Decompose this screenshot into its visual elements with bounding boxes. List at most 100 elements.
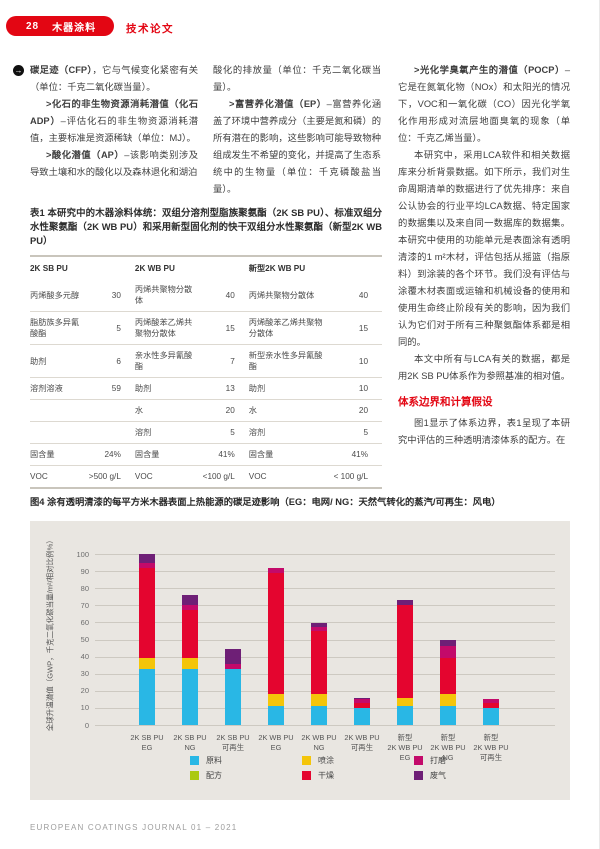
paragraph: >富营养化潜值（EP）–富营养化涵盖了环境中营养成分（主要是氮和磷）的所有潜在的… <box>213 96 381 198</box>
y-tick-label: 20 <box>80 686 89 696</box>
table-cell-value: 10 <box>333 377 382 400</box>
bar-segment-干燥 <box>182 610 198 659</box>
table-cell-value: 13 <box>202 377 249 400</box>
bar-segment-干燥 <box>440 658 456 695</box>
table-cell-name: 固含量 <box>134 443 203 466</box>
table-cell-name: 固含量 <box>30 443 89 466</box>
bar-segment-干燥 <box>397 605 413 698</box>
table-cell-name: 溶剂 <box>248 421 334 444</box>
bar-segment-喷涂 <box>182 658 198 669</box>
y-tick-label: 10 <box>80 703 89 713</box>
table-cell-name: 丙烯酸多元醇 <box>30 279 89 312</box>
bar-segment-废气 <box>225 648 241 665</box>
table-cell-name: 溶剂 <box>134 421 203 444</box>
bar-segment-原料 <box>139 668 155 725</box>
bar-segment-打磨 <box>139 562 155 568</box>
stacked-bar <box>268 554 284 725</box>
bar-segment-原料 <box>440 706 456 725</box>
table-cell-value: 5 <box>88 311 135 345</box>
paragraph: >光化学臭氧产生的潜值（POCP）–它是在氮氧化物（NOx）和太阳光的情况下，V… <box>398 62 570 147</box>
legend-item: 原料 <box>190 755 302 766</box>
x-axis-label: 新型 2K WB PU NG <box>430 733 466 762</box>
journal-footer: EUROPEAN COATINGS JOURNAL 01 – 2021 <box>30 823 238 832</box>
x-axis-label: 2K SB PU 可再生 <box>216 733 250 752</box>
table-header-cell: 2K WB PU <box>134 264 175 273</box>
figure-chart-panel: 全球升温潜值（GWP，千克二氧化碳当量/m²/相对比例%） 0 10 20 30 40 5… <box>30 521 570 800</box>
term: >光化学臭氧产生的潜值（POCP） <box>414 65 565 75</box>
bar-segment-原料 <box>397 706 413 725</box>
y-tick-label: 40 <box>80 652 89 662</box>
table-row: 脂肪族多异氰酸酯 5 丙烯酸苯乙烯共聚物分散体 15 丙烯酸苯乙烯共聚物分散体 15 <box>30 311 382 345</box>
paragraph-text: ，它与气候变化紧密有关（单位：千克二氧化碳当量）。 <box>30 65 198 92</box>
bar-segment-干燥 <box>139 567 155 659</box>
table-caption: 表1 本研究中的木器涂料体统：双组分溶剂型脂族聚氨酯（2K SB PU）、标准双… <box>30 207 382 246</box>
table-row: 丙烯酸多元醇 30 丙烯共聚物分散体 40 丙烯共聚物分散体 40 <box>30 279 382 312</box>
legend-item: 打磨 <box>414 755 526 766</box>
legend-label: 原料 <box>206 756 222 765</box>
bar-segment-干燥 <box>311 630 327 695</box>
gridline <box>95 554 555 555</box>
gridline <box>95 622 555 624</box>
table-cell-value: 10 <box>333 344 382 378</box>
legend-label: 打磨 <box>430 756 446 765</box>
text-column-3: >光化学臭氧产生的潜值（POCP）–它是在氮氧化物（NOx）和太阳光的情况下，V… <box>398 62 570 449</box>
table-cell-name: VOC <box>134 472 153 481</box>
bar-segment-原料 <box>483 707 499 725</box>
stacked-bar <box>182 554 198 725</box>
paragraph-text: –该影响类别涉及导致土壤和水的酸化以及森林退化和湖泊 <box>30 150 198 177</box>
stacked-bar <box>311 554 327 725</box>
table-cell-value: 59 <box>88 377 135 400</box>
paragraph: 图1显示了体系边界，表1呈现了本研究中评估的三种透明清漆体系的配方。在 <box>398 418 570 445</box>
legend-label: 干燥 <box>318 771 334 780</box>
table-cell-name: 溶剂溶液 <box>30 377 89 400</box>
stacked-bar <box>225 554 241 725</box>
term: 碳足迹（CFP） <box>30 65 93 75</box>
section-title: 木器涂料 <box>52 22 97 34</box>
term: >酸化潜值（AP） <box>46 150 125 160</box>
table-cell-value: 41% <box>202 443 249 466</box>
formulation-table: 2K SB PU 2K WB PU 新型2K WB PU 丙烯酸多元醇 30 丙烯共… <box>30 255 382 489</box>
gridline <box>95 725 555 726</box>
table-cell-value: 24% <box>88 443 135 466</box>
bar-segment-原料 <box>225 668 241 725</box>
table-cell-value: 40 <box>202 279 249 312</box>
table-cell-name: 水 <box>248 399 334 422</box>
bar-segment-废气 <box>182 595 198 606</box>
y-tick-label: 0 <box>84 720 89 730</box>
bar-segment-打磨 <box>354 699 370 703</box>
bar-segment-打磨 <box>225 664 241 669</box>
article-type-label: 技术论文 <box>126 23 174 35</box>
bar-segment-废气 <box>440 640 456 647</box>
table-cell-value: 5 <box>202 421 249 444</box>
chart-plot-area: 0 10 20 30 40 50 60 70 80 90 100 2K SB PU EG 2K SB PU… <box>76 550 555 762</box>
table-row: 助剂 6 亲水性多异氰酸酯 7 新型亲水性多异氰酸酯 10 <box>30 344 382 378</box>
table-cell-name: 丙烯酸苯乙烯共聚物分散体 <box>134 311 203 345</box>
table-cell-value <box>88 399 135 422</box>
table-cell-name: 脂肪族多异氰酸酯 <box>30 311 89 345</box>
bar-segment-原料 <box>182 668 198 725</box>
paragraph-text: –评估化石的非生物资源消耗潜值，主要标准是资源稀缺（单位：MJ）。 <box>30 116 198 143</box>
bar-segment-原料 <box>354 707 370 725</box>
y-axis-title: 全球升温潜值（GWP，千克二氧化碳当量/m²/相对比例%） <box>45 536 55 732</box>
table-cell-value: 5 <box>333 421 382 444</box>
table-cell-name: 助剂 <box>248 377 334 400</box>
bar-segment-喷涂 <box>268 694 284 707</box>
table-cell-value: 41% <box>333 443 382 466</box>
gridline <box>95 571 555 573</box>
legend-item: 废气 <box>414 770 526 781</box>
table-1-block: 表1 本研究中的木器涂料体统：双组分溶剂型脂族聚氨酯（2K SB PU）、标准双… <box>30 206 382 489</box>
bar-segment-打磨 <box>483 699 499 703</box>
legend-swatch <box>190 771 199 780</box>
legend-label: 配方 <box>206 771 222 780</box>
table-cell-name <box>30 399 89 422</box>
table-cell-value: 40 <box>333 279 382 312</box>
legend-swatch <box>190 756 199 765</box>
paragraph: 本文中所有与LCA有关的数据，都是用2K SB PU体系作为参照基准的相对值。 <box>398 354 571 381</box>
continuation-arrow-icon: → <box>13 65 24 76</box>
section-badge: 28 木器涂料 <box>6 16 115 36</box>
table-cell-value: 30 <box>88 279 135 312</box>
table-cell-name <box>30 421 89 444</box>
bar-segment-干燥 <box>354 702 370 708</box>
bar-segment-喷涂 <box>397 697 413 707</box>
table-cell-value: 20 <box>202 399 249 422</box>
